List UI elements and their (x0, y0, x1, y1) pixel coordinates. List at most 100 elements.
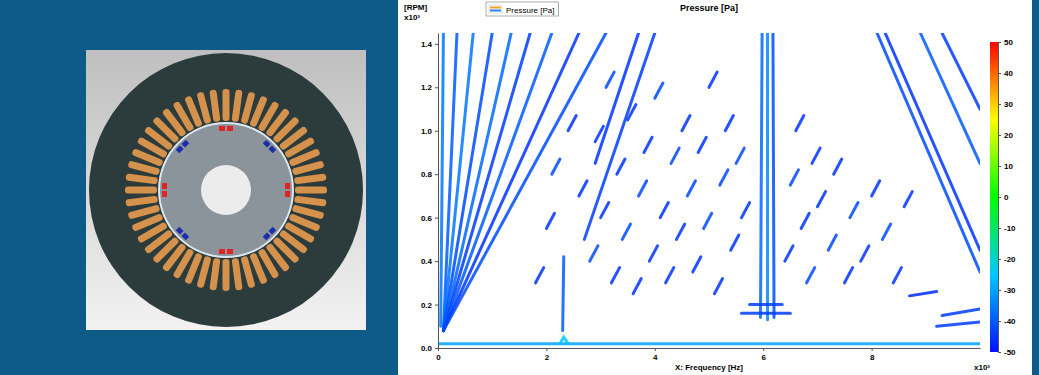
ridge (850, 202, 858, 217)
ridge (546, 213, 554, 228)
magnet (181, 232, 189, 240)
ridge (877, 33, 980, 272)
legend-icon-line (490, 10, 501, 12)
x-tick-label: 6 (761, 353, 766, 362)
y-tick-mark (435, 131, 438, 132)
magnet (162, 183, 167, 189)
page: 024680.00.20.40.60.81.01.21.450403020100… (0, 0, 1039, 375)
colorbar-tick-mark (998, 42, 1001, 43)
ridge (560, 337, 568, 344)
magnet (162, 191, 167, 197)
ridge (649, 246, 657, 261)
ridge (817, 192, 825, 207)
y-tick: 0.4 (421, 257, 438, 266)
magnet (227, 249, 233, 254)
slot-winding (196, 92, 211, 125)
ridge (790, 170, 798, 185)
colorbar-tick: 50 (998, 38, 1013, 47)
ridge (785, 246, 793, 261)
chart-title: Pressure [Pa] (680, 3, 738, 13)
slot-winding (125, 187, 157, 194)
x-tick-mark (546, 348, 547, 351)
slot-winding (223, 89, 230, 121)
magnet (181, 140, 189, 148)
slot-winding (232, 89, 243, 122)
x-tick-label: 0 (436, 353, 441, 362)
colorbar-tick-label: -30 (1004, 286, 1016, 295)
ridge (443, 33, 551, 331)
y-tick: 0.6 (421, 214, 438, 223)
colorbar-tick-mark (998, 228, 1001, 229)
magnet (263, 140, 271, 148)
ridge (622, 224, 630, 239)
ridge (633, 278, 641, 293)
magnet (285, 183, 290, 189)
x-tick-mark (763, 348, 764, 351)
y-axis-line (438, 34, 439, 349)
colorbar-tick: 10 (998, 162, 1013, 171)
colorbar-tick: 30 (998, 100, 1013, 109)
magnet (176, 227, 184, 235)
ridge (438, 342, 980, 345)
y-axis-multiplier: x10³ (404, 13, 420, 22)
colorbar-tick-label: -50 (1004, 348, 1016, 357)
slot-winding (294, 196, 327, 207)
ridge (904, 192, 912, 207)
y-tick: 0.2 (421, 301, 438, 310)
y-tick-label: 0.6 (421, 214, 433, 223)
ridge (443, 33, 606, 331)
magnet (219, 126, 225, 131)
slot-winding (125, 173, 158, 184)
ridge (655, 83, 663, 98)
legend: Pressure [Pa] (486, 2, 558, 16)
ridge (698, 137, 706, 152)
ridge (910, 292, 937, 296)
ridge (742, 202, 750, 217)
ridge (617, 159, 625, 174)
ridge (611, 268, 619, 283)
colorbar-tick-mark (998, 73, 1001, 74)
magnet (176, 145, 184, 153)
colorbar-tick: -30 (998, 286, 1016, 295)
ridge (807, 268, 815, 283)
y-tick-mark (435, 348, 438, 349)
colorbar-tick-mark (998, 259, 1001, 260)
ridge (750, 303, 783, 306)
magnet (263, 232, 271, 240)
colorbar-tick-mark (998, 197, 1001, 198)
air-gap (158, 122, 294, 258)
ridge (568, 116, 576, 131)
rotor (160, 124, 292, 256)
x-axis: 02468 (436, 348, 980, 362)
colorbar-tick: 20 (998, 131, 1013, 140)
slot-winding (292, 160, 325, 175)
ridge (676, 224, 684, 239)
ridge (709, 72, 717, 87)
colorbar (990, 42, 998, 352)
colorbar-tick-mark (998, 135, 1001, 136)
y-tick-label: 0.2 (421, 301, 433, 310)
x-tick-mark (655, 348, 656, 351)
colorbar-tick-label: -40 (1004, 317, 1016, 326)
ridge (796, 116, 804, 131)
y-tick-label: 0.8 (421, 170, 433, 179)
y-tick: 1.0 (421, 127, 438, 136)
x-axis-multiplier: x10³ (974, 363, 990, 372)
y-tick-mark (435, 174, 438, 175)
ridge (801, 213, 809, 228)
ridge (766, 33, 769, 320)
ridge (443, 33, 530, 331)
y-tick-label: 1.4 (421, 40, 433, 49)
ridge (942, 33, 980, 109)
x-tick: 0 (436, 348, 441, 362)
x-tick-label: 4 (653, 353, 658, 362)
ridge (579, 181, 587, 196)
ridge (920, 33, 980, 163)
ridge (660, 202, 668, 217)
colorbar-tick-label: -10 (1004, 224, 1016, 233)
colorbar-tick-label: 0 (1004, 193, 1009, 202)
slot-winding (125, 196, 158, 207)
magnet (219, 249, 225, 254)
ridge (704, 213, 712, 228)
ridge (937, 322, 980, 326)
